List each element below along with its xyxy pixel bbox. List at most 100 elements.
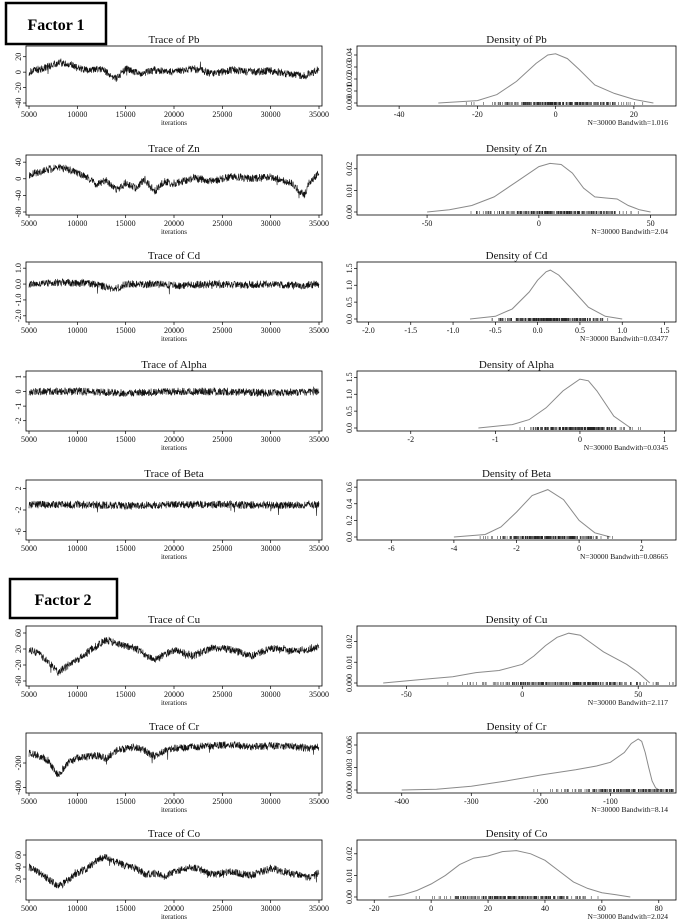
x-tick-label: 35000 bbox=[309, 219, 329, 228]
y-tick-label: -2 bbox=[14, 507, 23, 514]
trace-line bbox=[28, 278, 320, 295]
y-tick-label: 60 bbox=[14, 851, 23, 859]
y-tick-label: 0.4 bbox=[345, 499, 354, 509]
chart-title: Density of Beta bbox=[482, 468, 551, 480]
x-tick-label: 80 bbox=[655, 904, 663, 913]
x-tick-label: 15000 bbox=[116, 797, 136, 806]
x-tick-label: -1 bbox=[492, 435, 499, 444]
y-tick-label: 0.0 bbox=[345, 314, 354, 324]
x-tick-label: 35000 bbox=[309, 110, 329, 119]
x-tick-label: 20000 bbox=[164, 904, 184, 913]
y-tick-label: 1.0 bbox=[345, 389, 354, 399]
y-tick-label: -2 bbox=[14, 417, 23, 424]
x-tick-label: 25000 bbox=[212, 690, 232, 699]
density-panel-3: Density of Alpha 0.0 0.5 1.0 1.5 -2 -1 0 1N=3000… bbox=[345, 359, 677, 452]
density-footnote: N=30000 Bandwith=0.08665 bbox=[580, 552, 668, 561]
x-tick-label: 10000 bbox=[67, 435, 87, 444]
sample-rug bbox=[533, 789, 674, 792]
y-tick-label: 0.2 bbox=[345, 515, 354, 525]
chart-title: Density of Cr bbox=[487, 721, 547, 733]
y-tick-label: 0.006 bbox=[345, 736, 354, 754]
x-tick-label: 20000 bbox=[164, 326, 184, 335]
x-tick-label: -300 bbox=[464, 797, 479, 806]
x-axis-label: iterations bbox=[161, 228, 187, 236]
x-tick-label: 20000 bbox=[164, 544, 184, 553]
density-curve bbox=[388, 850, 631, 898]
x-tick-label: 35000 bbox=[309, 544, 329, 553]
trace-panel-5: Trace of Cu -60 -20 20 60 5000 10000 15000 20000… bbox=[14, 614, 329, 707]
y-tick-label: 20 bbox=[14, 645, 23, 653]
sample-rug bbox=[519, 427, 641, 430]
x-tick-label: -2 bbox=[407, 435, 414, 444]
x-tick-label: 25000 bbox=[212, 435, 232, 444]
chart-title: Density of Cd bbox=[486, 250, 548, 262]
x-tick-label: 0 bbox=[577, 544, 581, 553]
density-panel-5: Density of Cu 0.000 0.01 0.02 -50 0 50N=30000 … bbox=[345, 614, 677, 707]
x-tick-label: 35000 bbox=[309, 904, 329, 913]
x-axis-label: iterations bbox=[161, 335, 187, 343]
x-tick-label: -1.5 bbox=[404, 326, 417, 335]
sample-rug bbox=[465, 102, 644, 105]
x-tick-label: 5000 bbox=[21, 690, 37, 699]
y-tick-label: 0.01 bbox=[345, 655, 354, 669]
x-tick-label: 1.0 bbox=[617, 326, 627, 335]
density-curve bbox=[427, 162, 651, 213]
density-curve bbox=[469, 269, 623, 320]
density-footnote: N=30000 Bandwith=0.0345 bbox=[584, 443, 669, 452]
x-tick-label: 5000 bbox=[21, 219, 37, 228]
y-tick-label: 2 bbox=[14, 486, 23, 490]
plot-frame bbox=[356, 839, 677, 901]
x-tick-label: 20 bbox=[630, 110, 638, 119]
trace-line bbox=[28, 386, 320, 398]
plot-frame bbox=[356, 625, 677, 687]
x-tick-label: 10000 bbox=[67, 690, 87, 699]
sample-rug bbox=[470, 211, 639, 214]
trace-line bbox=[28, 58, 320, 82]
y-tick-label: 0.0 bbox=[14, 279, 23, 289]
y-tick-label: 0.01 bbox=[345, 868, 354, 882]
x-tick-label: 10000 bbox=[67, 110, 87, 119]
x-tick-label: 30000 bbox=[261, 797, 281, 806]
y-tick-label: -400 bbox=[14, 780, 23, 795]
chart-title: Trace of Cd bbox=[148, 250, 201, 262]
x-tick-label: -400 bbox=[394, 797, 409, 806]
x-tick-label: 20000 bbox=[164, 219, 184, 228]
x-tick-label: 20000 bbox=[164, 435, 184, 444]
trace-panel-6: Trace of Cr -400 -200 5000 10000 15000 20000 25… bbox=[14, 721, 329, 814]
y-tick-label: 0.000 bbox=[345, 674, 354, 692]
chart-title: Density of Pb bbox=[486, 34, 547, 46]
x-axis-label: iterations bbox=[161, 699, 187, 707]
plot-frame bbox=[25, 370, 323, 432]
x-tick-label: 30000 bbox=[261, 219, 281, 228]
x-tick-label: 1.5 bbox=[660, 326, 670, 335]
y-tick-label: 1.5 bbox=[345, 372, 354, 382]
density-panel-2: Density of Cd 0.0 0.5 1.0 1.5 -2.0 -1.5 -1.0 -0.… bbox=[345, 250, 677, 343]
x-tick-label: 25000 bbox=[212, 544, 232, 553]
x-tick-label: 30000 bbox=[261, 690, 281, 699]
y-tick-label: 1 bbox=[14, 375, 23, 379]
x-tick-label: 15000 bbox=[116, 110, 136, 119]
y-tick-label: 0.00 bbox=[345, 205, 354, 219]
factor-2-label: Factor 2 bbox=[34, 592, 91, 609]
density-curve bbox=[478, 378, 631, 429]
x-tick-label: 50 bbox=[647, 219, 655, 228]
x-tick-label: 5000 bbox=[21, 904, 37, 913]
density-curve bbox=[453, 489, 611, 538]
y-tick-label: 0.00 bbox=[345, 96, 354, 110]
plot-frame bbox=[356, 154, 677, 216]
y-tick-label: 0 bbox=[14, 177, 23, 181]
y-tick-label: -40 bbox=[14, 98, 23, 109]
y-tick-label: 0.0 bbox=[345, 423, 354, 433]
y-tick-label: 0.5 bbox=[345, 406, 354, 416]
y-tick-label: 0.02 bbox=[345, 162, 354, 176]
x-tick-label: 5000 bbox=[21, 544, 37, 553]
density-footnote: N=30000 Bandwith=0.03477 bbox=[580, 334, 668, 343]
x-tick-label: -100 bbox=[603, 797, 618, 806]
trace-line bbox=[28, 500, 320, 516]
density-curve bbox=[438, 53, 654, 104]
x-tick-label: 10000 bbox=[67, 544, 87, 553]
y-tick-label: 0.6 bbox=[345, 482, 354, 492]
plot-frame bbox=[25, 732, 323, 794]
plot-frame bbox=[25, 45, 323, 107]
